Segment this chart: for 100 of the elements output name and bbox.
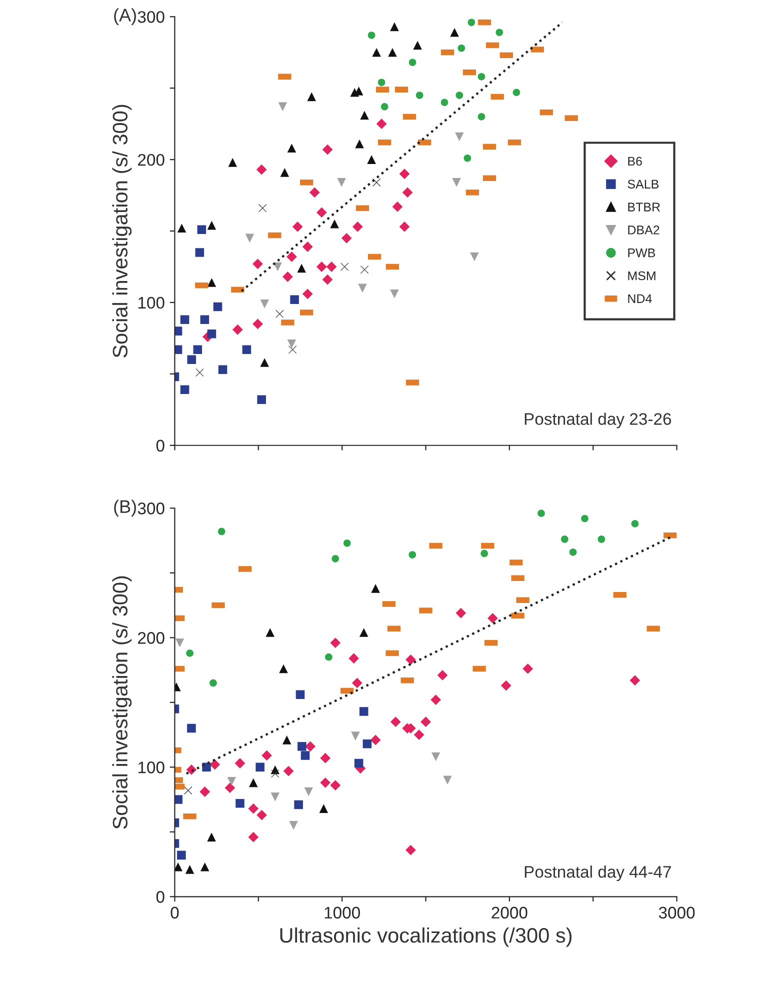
y-tick-label: 200	[138, 154, 164, 166]
point	[200, 315, 210, 324]
point	[260, 300, 269, 308]
point	[452, 178, 461, 187]
point	[290, 295, 299, 304]
point	[256, 762, 264, 772]
y-tick-label: 100	[138, 296, 164, 309]
point	[297, 264, 306, 273]
annotation: Postnatal day 23-26	[524, 412, 672, 428]
point	[187, 355, 196, 364]
point	[569, 548, 577, 556]
point	[431, 752, 440, 762]
point	[343, 539, 351, 547]
point	[408, 58, 416, 66]
point	[270, 792, 280, 802]
y-tick-label: 200	[138, 632, 164, 644]
point	[286, 252, 297, 262]
point	[330, 638, 341, 648]
point	[500, 680, 512, 691]
point	[322, 274, 333, 285]
point	[252, 318, 263, 330]
point	[271, 770, 280, 778]
point	[480, 550, 488, 558]
point	[252, 258, 263, 270]
point	[360, 266, 369, 274]
point	[304, 787, 313, 796]
point	[292, 222, 303, 232]
x-tick-label: 2000	[492, 906, 528, 919]
point	[372, 178, 381, 187]
point	[302, 242, 313, 252]
point	[210, 759, 220, 770]
x-tick-label: 1000	[324, 906, 360, 919]
point	[358, 284, 367, 293]
point	[464, 154, 472, 162]
legend-label: BTBR	[628, 202, 660, 212]
point	[470, 252, 479, 262]
point	[352, 678, 362, 688]
point	[488, 613, 498, 624]
point	[174, 345, 182, 354]
point	[236, 799, 244, 808]
point	[174, 862, 182, 872]
point	[184, 786, 192, 795]
point	[478, 73, 486, 80]
point	[581, 514, 588, 522]
point	[405, 654, 416, 665]
y-tick-label: 100	[138, 762, 164, 774]
point	[330, 780, 341, 790]
point	[354, 758, 364, 768]
point	[468, 18, 476, 26]
point	[287, 144, 296, 153]
point	[200, 862, 210, 872]
point	[248, 803, 259, 814]
point	[390, 22, 399, 32]
point	[242, 345, 252, 354]
point	[371, 584, 380, 593]
point	[316, 262, 327, 272]
point	[631, 520, 639, 528]
point	[440, 98, 448, 106]
point	[186, 650, 194, 657]
point	[348, 653, 359, 664]
legend-label: DBA2	[628, 226, 660, 234]
annotation: Postnatal day 44-47	[524, 866, 671, 882]
point	[372, 48, 381, 57]
point	[319, 804, 328, 813]
point	[256, 164, 267, 175]
point	[288, 346, 297, 354]
point	[420, 716, 431, 728]
point	[282, 272, 293, 282]
point	[458, 44, 466, 52]
x-tick-label: 0	[170, 906, 179, 919]
point	[298, 742, 306, 751]
point	[245, 234, 254, 243]
text: (A)	[114, 8, 136, 26]
point	[175, 638, 184, 648]
legend-label: PWB	[628, 248, 656, 258]
point	[320, 777, 331, 788]
point	[278, 102, 288, 112]
point	[392, 202, 403, 212]
point	[193, 345, 202, 354]
legend-label: ND4	[628, 294, 652, 303]
point	[359, 628, 368, 637]
point	[210, 679, 217, 687]
point	[443, 776, 452, 784]
y-axis-title: Social investigation (s/ 300)	[112, 576, 132, 829]
y-tick-label: 300	[138, 11, 164, 23]
point	[437, 670, 448, 680]
point	[180, 315, 190, 324]
point	[227, 776, 236, 786]
y-tick-label: 300	[138, 502, 164, 514]
point	[455, 132, 464, 142]
point	[276, 310, 284, 318]
point	[207, 330, 216, 338]
point	[413, 40, 422, 50]
point	[316, 207, 327, 218]
point	[302, 288, 313, 300]
point	[287, 340, 296, 348]
point	[388, 48, 397, 57]
point	[367, 155, 376, 164]
point	[258, 204, 267, 212]
point	[262, 750, 272, 761]
